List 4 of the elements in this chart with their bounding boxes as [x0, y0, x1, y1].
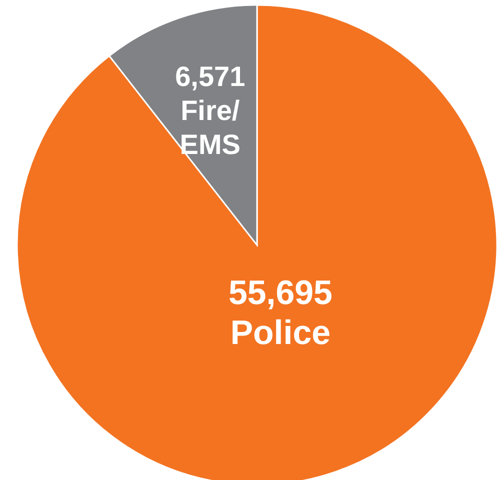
slice-label: Fire/EMS	[180, 94, 240, 160]
data-label: 55,695	[228, 274, 332, 312]
data-label: 6,571	[175, 60, 246, 92]
slice-label: Police	[230, 314, 331, 352]
